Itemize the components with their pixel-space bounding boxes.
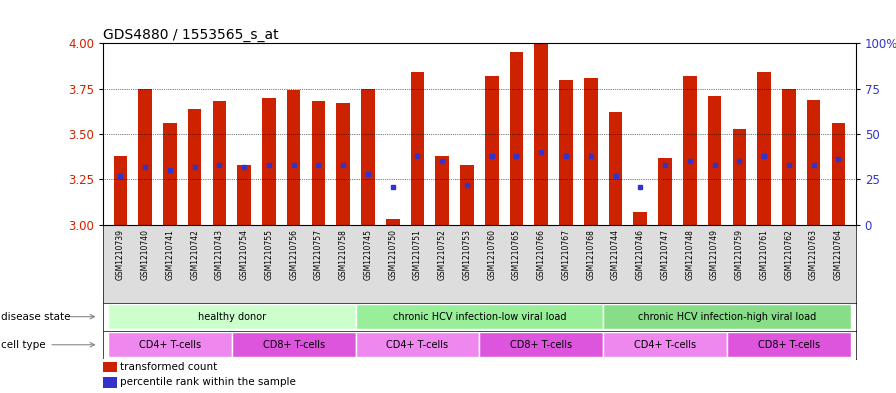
Text: chronic HCV infection-high viral load: chronic HCV infection-high viral load	[638, 312, 816, 321]
Bar	[114, 156, 127, 225]
Text: GSM1210758: GSM1210758	[339, 229, 348, 279]
Text: GSM1210743: GSM1210743	[215, 229, 224, 280]
Text: healthy donor: healthy donor	[198, 312, 266, 321]
Bar	[336, 103, 350, 225]
Bar	[212, 101, 226, 225]
Bar	[603, 304, 850, 329]
Text: CD8+ T-cells: CD8+ T-cells	[263, 340, 324, 350]
Text: percentile rank within the sample: percentile rank within the sample	[119, 377, 296, 387]
Text: GSM1210741: GSM1210741	[166, 229, 175, 279]
Text: GSM1210746: GSM1210746	[636, 229, 645, 280]
Bar	[103, 377, 116, 387]
Bar	[757, 72, 771, 225]
Text: chronic HCV infection-low viral load: chronic HCV infection-low viral load	[392, 312, 566, 321]
Bar	[108, 304, 356, 329]
Text: GSM1210765: GSM1210765	[512, 229, 521, 280]
Text: GSM1210740: GSM1210740	[141, 229, 150, 280]
Bar	[163, 123, 177, 225]
Text: GSM1210753: GSM1210753	[462, 229, 471, 280]
Text: GSM1210764: GSM1210764	[834, 229, 843, 280]
Text: CD8+ T-cells: CD8+ T-cells	[758, 340, 820, 350]
Text: GSM1210766: GSM1210766	[537, 229, 546, 280]
Text: cell type: cell type	[1, 340, 46, 350]
Text: GSM1210745: GSM1210745	[364, 229, 373, 280]
Bar	[103, 362, 116, 373]
Bar	[633, 212, 647, 225]
Bar	[782, 89, 796, 225]
Text: GSM1210747: GSM1210747	[660, 229, 669, 280]
Bar	[188, 108, 202, 225]
Text: GSM1210739: GSM1210739	[116, 229, 125, 280]
Bar	[683, 76, 696, 225]
Bar	[356, 304, 603, 329]
Bar	[435, 156, 449, 225]
Text: GSM1210768: GSM1210768	[586, 229, 595, 279]
Bar	[485, 76, 498, 225]
Text: GSM1210749: GSM1210749	[710, 229, 719, 280]
Bar	[361, 89, 375, 225]
Text: GSM1210754: GSM1210754	[239, 229, 249, 280]
Bar	[410, 72, 425, 225]
Text: GSM1210757: GSM1210757	[314, 229, 323, 280]
Bar	[708, 96, 721, 225]
Bar	[461, 165, 474, 225]
Bar	[584, 78, 598, 225]
Text: CD4+ T-cells: CD4+ T-cells	[386, 340, 449, 350]
Text: GDS4880 / 1553565_s_at: GDS4880 / 1553565_s_at	[103, 28, 279, 42]
Bar	[603, 332, 727, 357]
Text: GSM1210761: GSM1210761	[760, 229, 769, 279]
Text: GSM1210759: GSM1210759	[735, 229, 744, 280]
Text: GSM1210750: GSM1210750	[388, 229, 397, 280]
Bar	[608, 112, 623, 225]
Bar	[806, 99, 821, 225]
Bar	[287, 90, 300, 225]
Bar	[831, 123, 845, 225]
Bar	[312, 101, 325, 225]
Text: GSM1210763: GSM1210763	[809, 229, 818, 280]
Bar	[108, 332, 232, 357]
Bar	[232, 332, 356, 357]
Bar	[559, 79, 573, 225]
Text: GSM1210762: GSM1210762	[784, 229, 793, 279]
Text: GSM1210752: GSM1210752	[438, 229, 447, 279]
Bar	[733, 129, 746, 225]
Text: transformed count: transformed count	[119, 362, 217, 372]
Bar	[263, 98, 276, 225]
Text: GSM1210760: GSM1210760	[487, 229, 496, 280]
Bar	[138, 89, 152, 225]
Bar	[659, 158, 672, 225]
Text: disease state: disease state	[1, 312, 71, 321]
Text: GSM1210767: GSM1210767	[562, 229, 571, 280]
Bar	[386, 219, 400, 225]
Bar	[534, 41, 548, 225]
Text: GSM1210756: GSM1210756	[289, 229, 298, 280]
Bar	[237, 165, 251, 225]
Text: CD4+ T-cells: CD4+ T-cells	[139, 340, 201, 350]
Text: GSM1210742: GSM1210742	[190, 229, 199, 279]
Bar	[727, 332, 850, 357]
Bar	[479, 332, 603, 357]
Text: GSM1210744: GSM1210744	[611, 229, 620, 280]
Text: CD8+ T-cells: CD8+ T-cells	[510, 340, 573, 350]
Text: CD4+ T-cells: CD4+ T-cells	[634, 340, 696, 350]
Bar	[356, 332, 479, 357]
Bar	[510, 52, 523, 225]
Text: GSM1210751: GSM1210751	[413, 229, 422, 279]
Text: GSM1210748: GSM1210748	[685, 229, 694, 279]
Text: GSM1210755: GSM1210755	[264, 229, 273, 280]
